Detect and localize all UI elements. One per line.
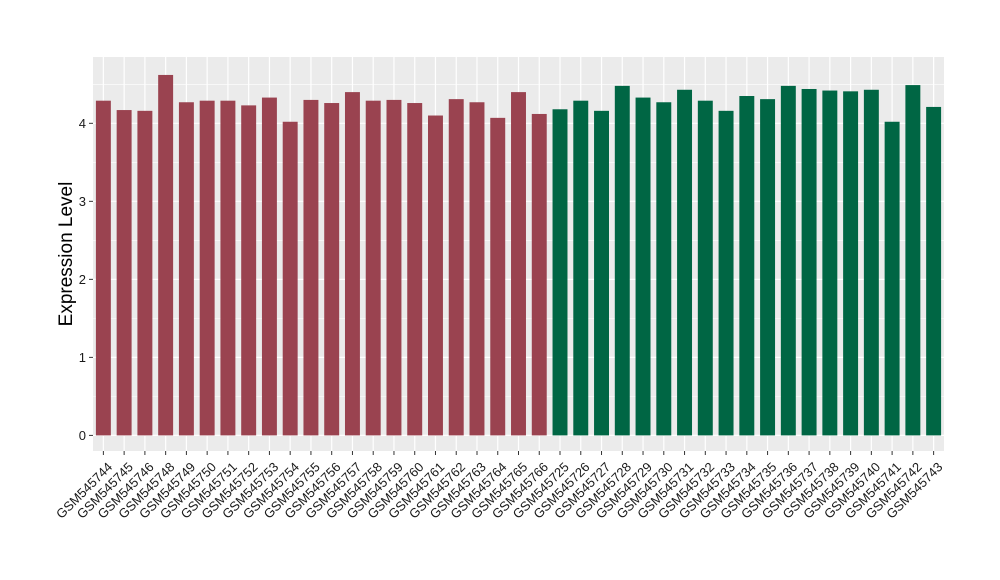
bar-GSM545750 bbox=[199, 100, 215, 436]
bar-GSM545762 bbox=[448, 99, 464, 436]
bar-GSM545744 bbox=[95, 100, 111, 436]
bar-GSM545741 bbox=[884, 121, 900, 436]
bar-GSM545758 bbox=[365, 100, 381, 436]
bar-GSM545763 bbox=[469, 102, 485, 436]
bar-GSM545749 bbox=[178, 102, 194, 436]
bar-GSM545726 bbox=[573, 100, 589, 436]
y-tick-label: 4 bbox=[79, 116, 86, 131]
bar-GSM545753 bbox=[261, 97, 277, 436]
bar-GSM545745 bbox=[116, 110, 132, 436]
bar-GSM545754 bbox=[282, 121, 298, 436]
bar-GSM545755 bbox=[303, 99, 319, 436]
bar-GSM545727 bbox=[594, 110, 609, 436]
bar-GSM545732 bbox=[697, 100, 713, 436]
bar-GSM545751 bbox=[220, 100, 236, 436]
bar-GSM545731 bbox=[677, 89, 693, 436]
bar-GSM545734 bbox=[739, 96, 755, 436]
x-axis: GSM545744GSM545745GSM545746GSM545748GSM5… bbox=[53, 451, 946, 522]
bar-GSM545766 bbox=[531, 113, 547, 436]
bar-GSM545756 bbox=[324, 103, 340, 436]
bar-GSM545728 bbox=[614, 85, 630, 436]
bar-GSM545729 bbox=[635, 97, 651, 436]
bar-GSM545761 bbox=[428, 115, 443, 436]
bar-GSM545742 bbox=[905, 85, 921, 436]
bar-GSM545760 bbox=[407, 103, 423, 436]
bar-GSM545743 bbox=[926, 106, 942, 436]
bars bbox=[95, 74, 942, 436]
bar-GSM545730 bbox=[656, 102, 672, 436]
y-tick-label: 0 bbox=[79, 428, 86, 443]
bar-GSM545737 bbox=[801, 88, 817, 436]
bar-GSM545757 bbox=[344, 92, 360, 436]
bar-GSM545739 bbox=[843, 91, 859, 436]
y-axis-title: Expression Level bbox=[56, 182, 77, 327]
bar-GSM545736 bbox=[780, 85, 796, 436]
bar-GSM545740 bbox=[863, 89, 879, 436]
bar-GSM545765 bbox=[511, 92, 526, 436]
bar-GSM545752 bbox=[241, 105, 257, 436]
y-tick-label: 1 bbox=[79, 350, 86, 365]
bar-GSM545746 bbox=[137, 110, 153, 436]
y-axis: 0 1 2 3 4 bbox=[79, 116, 93, 443]
bar-GSM545764 bbox=[490, 117, 506, 436]
y-tick-label: 2 bbox=[79, 272, 86, 287]
bar-GSM545735 bbox=[760, 99, 776, 436]
y-tick-label: 3 bbox=[79, 194, 86, 209]
bar-GSM545733 bbox=[718, 110, 734, 436]
bar-GSM545725 bbox=[552, 109, 568, 436]
bar-GSM545759 bbox=[386, 99, 402, 436]
bar-GSM545748 bbox=[158, 74, 174, 436]
bar-GSM545738 bbox=[822, 90, 838, 436]
